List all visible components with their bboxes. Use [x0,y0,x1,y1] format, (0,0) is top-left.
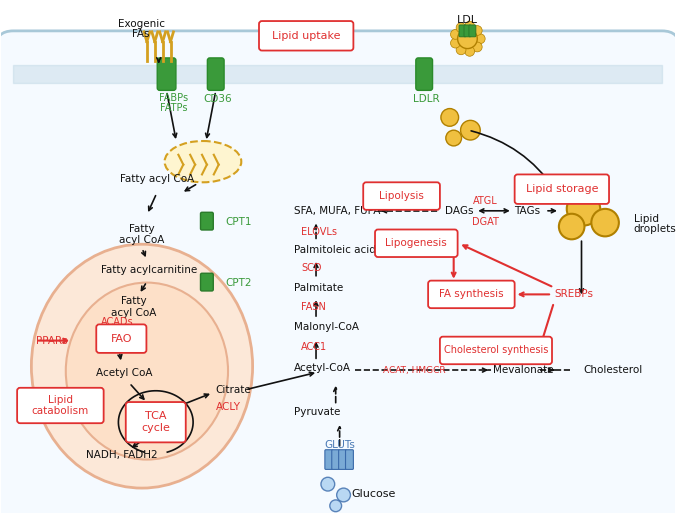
Text: DGAT: DGAT [472,217,499,226]
Text: GLUTs: GLUTs [324,440,355,450]
FancyBboxPatch shape [514,174,609,204]
Text: Fatty
acyl CoA: Fatty acyl CoA [112,296,157,318]
FancyBboxPatch shape [0,31,680,517]
Circle shape [446,130,462,146]
Text: FAO: FAO [110,333,132,344]
Text: TCA
cycle: TCA cycle [141,412,170,433]
Circle shape [451,38,460,48]
Text: ATGL: ATGL [473,196,497,206]
Text: ACC1: ACC1 [301,342,327,353]
FancyBboxPatch shape [428,281,514,308]
Text: Lipid
catabolism: Lipid catabolism [32,394,89,416]
Text: DAGs: DAGs [445,206,474,216]
Circle shape [336,488,351,502]
Text: Fatty acylcarnitine: Fatty acylcarnitine [101,265,197,275]
FancyBboxPatch shape [259,21,353,51]
Text: FASN: FASN [301,302,326,312]
Circle shape [460,120,480,140]
Circle shape [559,214,584,239]
Text: FAs: FAs [132,29,150,39]
Text: Exogenic: Exogenic [118,19,164,29]
FancyBboxPatch shape [325,450,333,469]
Circle shape [464,47,475,56]
FancyBboxPatch shape [201,273,213,291]
Circle shape [591,209,619,236]
Text: Mevalonate: Mevalonate [493,365,553,375]
FancyBboxPatch shape [158,58,176,90]
FancyBboxPatch shape [208,58,224,90]
FancyBboxPatch shape [363,183,440,210]
Text: ACLY: ACLY [216,402,240,413]
Text: NADH, FADH2: NADH, FADH2 [86,450,157,460]
FancyBboxPatch shape [375,230,458,257]
Text: ACAT, HMGCR: ACAT, HMGCR [383,366,445,375]
FancyBboxPatch shape [345,450,353,469]
Text: CPT1: CPT1 [225,217,252,226]
Text: Palmitate: Palmitate [295,282,344,293]
FancyBboxPatch shape [332,450,340,469]
Circle shape [473,42,482,52]
FancyBboxPatch shape [416,58,432,90]
Circle shape [456,23,466,33]
Circle shape [441,109,458,126]
Text: SCD: SCD [301,263,322,273]
Ellipse shape [164,141,241,183]
Text: CPT2: CPT2 [225,278,252,287]
Text: ELOVLs: ELOVLs [301,227,337,237]
Text: Acetyl CoA: Acetyl CoA [96,368,153,378]
Text: Pyruvate: Pyruvate [295,407,340,417]
Text: Lipid: Lipid [634,214,658,224]
Text: SREBPs: SREBPs [554,290,593,299]
Text: droplets: droplets [634,224,676,235]
Circle shape [456,45,466,55]
Text: Cholesterol synthesis: Cholesterol synthesis [444,345,548,355]
Text: Fatty acyl CoA: Fatty acyl CoA [120,174,194,185]
FancyBboxPatch shape [17,388,103,423]
FancyBboxPatch shape [201,212,213,230]
Text: Lipolysis: Lipolysis [379,191,424,201]
FancyBboxPatch shape [459,25,466,37]
Circle shape [321,477,335,491]
Text: Lipid storage: Lipid storage [525,184,598,194]
Text: FATPs: FATPs [160,102,187,113]
Text: LDLR: LDLR [413,94,440,104]
FancyBboxPatch shape [338,450,347,469]
FancyBboxPatch shape [97,324,147,353]
Ellipse shape [66,283,228,460]
FancyBboxPatch shape [464,25,471,37]
Text: FABPs: FABPs [159,93,188,103]
Text: Malonyl-CoA: Malonyl-CoA [295,322,360,332]
Text: PPARs: PPARs [36,336,67,345]
Circle shape [451,29,460,39]
Circle shape [329,500,342,512]
Text: SFA, MUFA, FUPA: SFA, MUFA, FUPA [295,206,381,216]
Circle shape [475,34,485,43]
Text: Lipid uptake: Lipid uptake [272,31,340,41]
Circle shape [566,192,600,225]
Text: TAGs: TAGs [514,206,540,216]
Text: FA synthesis: FA synthesis [439,290,503,299]
Circle shape [473,26,482,36]
Circle shape [458,29,477,49]
Text: Glucose: Glucose [351,489,396,499]
Text: Lipogenesis: Lipogenesis [386,238,447,248]
Text: Cholesterol: Cholesterol [584,365,643,375]
Text: Fatty
acyl CoA: Fatty acyl CoA [119,224,164,245]
FancyBboxPatch shape [126,402,186,443]
Text: LDL: LDL [457,15,478,25]
Text: Citrate: Citrate [216,385,251,395]
Text: ACADs: ACADs [101,317,134,327]
FancyBboxPatch shape [440,337,552,364]
FancyBboxPatch shape [469,25,476,37]
Text: Acetyl-CoA: Acetyl-CoA [295,363,351,373]
Circle shape [464,21,475,31]
Text: CD36: CD36 [203,94,232,104]
Text: Palmitoleic acid: Palmitoleic acid [295,245,376,255]
Ellipse shape [32,244,253,488]
